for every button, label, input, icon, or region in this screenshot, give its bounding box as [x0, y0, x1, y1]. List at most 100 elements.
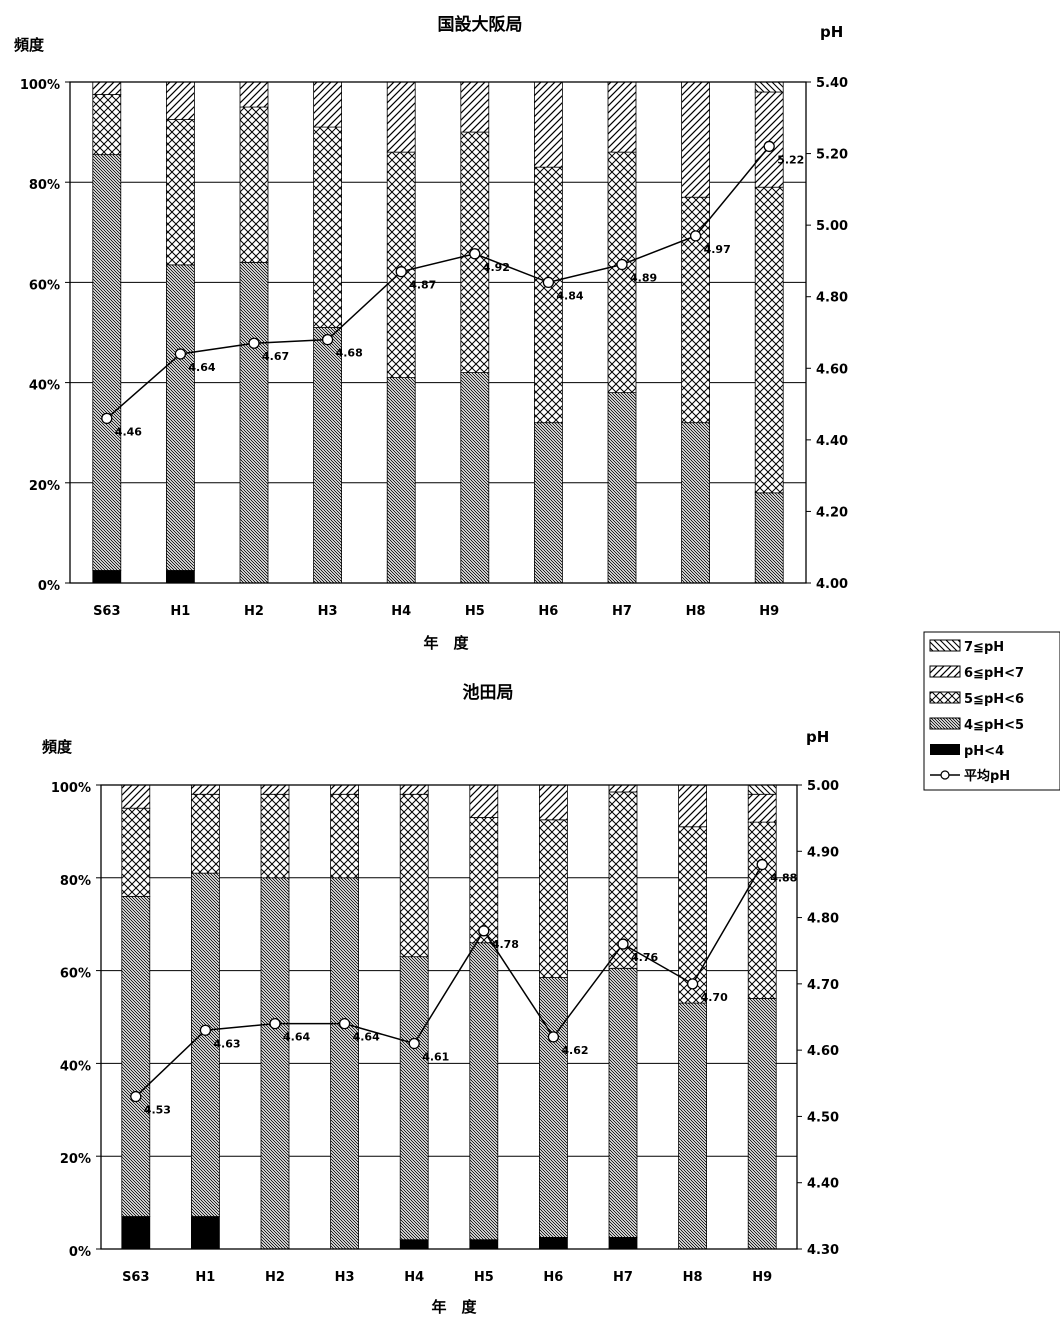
chart1-y-tick-label: 60%	[29, 278, 60, 293]
chart2-avg-ph-data-label: 4.61	[422, 1051, 449, 1064]
chart2-bar-H5-pH4-5	[469, 942, 499, 1241]
chart2-avg-ph-marker	[199, 1024, 212, 1036]
chart2-x-tick-label: H5	[474, 1270, 494, 1285]
chart2-title: 池田局	[463, 682, 514, 703]
chart1-y2-tick-label: 4.00	[816, 577, 848, 592]
chart2-y2-tick-label: 4.80	[807, 912, 839, 927]
chart1-bar-H1-lt4	[165, 570, 195, 584]
legend-label-6: 6≦pH<7	[964, 666, 1024, 681]
chart1-x-axis-label: 年 度	[423, 634, 469, 652]
legend-label-7: 7≦pH	[964, 640, 1004, 655]
chart1-bar-H4-pH6-7	[386, 81, 416, 153]
chart2-avg-ph-marker	[756, 858, 768, 871]
chart2-bar-H2-pH6-7	[260, 784, 290, 795]
chart1-avg-ph-data-label: 4.46	[115, 425, 142, 438]
legend-box	[923, 631, 1060, 791]
chart1-y2-tick-label: 4.80	[816, 291, 848, 306]
chart1-avg-ph-marker	[321, 334, 334, 346]
chart2-bar-S63-pH6-7	[121, 784, 151, 809]
legend-swatch-6	[929, 665, 961, 678]
legend-marker-sample	[940, 770, 950, 780]
chart2-y-tick-label: 60%	[60, 967, 91, 982]
chart1-bar-H8-pH6-7	[681, 81, 710, 198]
chart1-avg-ph-marker	[616, 258, 628, 271]
chart2-bar-S63-pH4-5	[121, 895, 151, 1217]
chart1-y-tick-label: 40%	[29, 379, 60, 394]
chart2-y2-tick-label: 4.90	[807, 845, 839, 860]
chart2-bar-H6-lt4	[539, 1237, 568, 1250]
chart2-bar-H4-pH5-6	[399, 793, 429, 958]
chart2-x-tick-label: H4	[404, 1270, 424, 1285]
chart2-avg-ph-data-label: 4.64	[353, 1031, 380, 1044]
chart1-x-tick-label: H8	[686, 604, 706, 619]
chart2-x-tick-label: H3	[335, 1270, 355, 1285]
chart2-x-tick-label: H1	[195, 1270, 215, 1285]
chart2-x-tick-label: H7	[613, 1270, 633, 1285]
chart2-y-tick-label: 0%	[69, 1245, 91, 1260]
chart2-bar-H1-pH6-7	[190, 784, 220, 795]
chart2-avg-ph-data-label: 4.88	[770, 872, 797, 885]
chart2-avg-ph-marker	[547, 1031, 560, 1043]
chart1-avg-ph-marker	[395, 266, 407, 278]
chart2-bar-H9-pH5-6	[747, 821, 777, 999]
chart2-y-tick-label: 40%	[60, 1059, 91, 1074]
chart1-bar-H9-pH4-5	[754, 492, 784, 584]
chart1-bar-H6-pH6-7	[534, 81, 563, 168]
chart2-avg-ph-line	[135, 864, 763, 1098]
legend-swatch-lt4	[930, 744, 960, 755]
chart2-y2-tick-label: 4.30	[807, 1243, 839, 1258]
chart2-bar-S63-pH5-6	[121, 807, 151, 897]
legend-label-5: 5≦pH<6	[964, 692, 1024, 707]
chart1-avg-ph-marker	[763, 140, 775, 153]
chart1-bar-H2-pH6-7	[239, 81, 269, 108]
chart1-right-axis-label: pH	[820, 23, 843, 41]
chart1-bar-H6-pH4-5	[534, 422, 563, 584]
chart1-avg-ph-data-label: 4.97	[704, 243, 731, 256]
legend-label-avg: 平均pH	[964, 768, 1010, 784]
legend: 7≦pH 6≦pH<7 5≦pH<6 4≦pH<5 pH<4 平均pH	[923, 631, 1060, 791]
chart1-avg-ph-line	[106, 145, 770, 419]
chart1-bar-H6-pH5-6	[534, 166, 563, 424]
chart2-plot-area: S63 H1 H2 H3 H4 H5 H6 H7 H8 H9 0% 20% 40% 60% 80% 100% 4…	[51, 779, 839, 1285]
chart1-y2-tick-label: 4.20	[816, 505, 848, 520]
chart1-y2-tick-label: 4.60	[816, 362, 848, 377]
chart2-avg-ph-data-label: 4.63	[213, 1037, 240, 1050]
chart1-y2-tick-label: 5.40	[816, 76, 848, 91]
chart2-avg-ph-data-label: 4.76	[631, 951, 658, 964]
chart2-y2-tick-label: 4.40	[807, 1177, 839, 1192]
chart1-avg-ph-marker	[469, 248, 481, 260]
legend-swatch-7	[929, 639, 961, 652]
chart2-y-tick-label: 100%	[51, 781, 91, 796]
chart1-y2-tick-label: 5.00	[816, 219, 848, 234]
chart1-x-tick-label: H6	[538, 604, 558, 619]
chart1-bar-H5-pH4-5	[460, 372, 490, 584]
chart1-x-tick-label: S63	[93, 604, 120, 619]
chart1-bar-S63-lt4	[92, 570, 122, 584]
chart2-bar-H5-lt4	[469, 1239, 499, 1250]
chart1-bar-H5-pH6-7	[460, 81, 490, 133]
chart2-x-tick-label: S63	[122, 1270, 149, 1285]
chart1-bar-H7-pH5-6	[607, 151, 637, 394]
chart1-avg-ph-data-label: 4.68	[336, 347, 363, 360]
chart2-bar-H1-pH4-5	[190, 872, 220, 1217]
chart2-bar-H6-pH5-6	[539, 819, 568, 978]
chart2-left-axis-label: 頻度	[42, 738, 73, 756]
legend-label-4: 4≦pH<5	[964, 718, 1024, 733]
chart1-y-tick-label: 0%	[38, 579, 60, 594]
chart1-avg-ph-data-label: 4.87	[409, 279, 436, 292]
chart1-y2-tick-label: 4.40	[816, 434, 848, 449]
chart2-y2-tick-label: 4.50	[807, 1110, 839, 1125]
chart2-avg-ph-marker	[338, 1017, 351, 1030]
chart2-avg-ph-marker	[617, 938, 629, 950]
chart1-avg-ph-data-label: 5.22	[777, 153, 804, 166]
chart1-x-tick-label: H7	[612, 604, 632, 619]
chart1-avg-ph-marker	[542, 276, 555, 289]
chart2-avg-ph-data-label: 4.70	[701, 991, 728, 1004]
chart2-bar-H4-lt4	[399, 1239, 429, 1250]
chart1-bar-H3-pH4-5	[313, 327, 343, 584]
chart2-bar-H4-pH4-5	[399, 956, 429, 1241]
chart1-avg-ph-marker	[248, 337, 260, 349]
legend-swatch-5	[929, 691, 961, 704]
chart1-avg-ph-data-label: 4.64	[188, 361, 215, 374]
chart1-y-tick-label: 20%	[29, 479, 60, 494]
